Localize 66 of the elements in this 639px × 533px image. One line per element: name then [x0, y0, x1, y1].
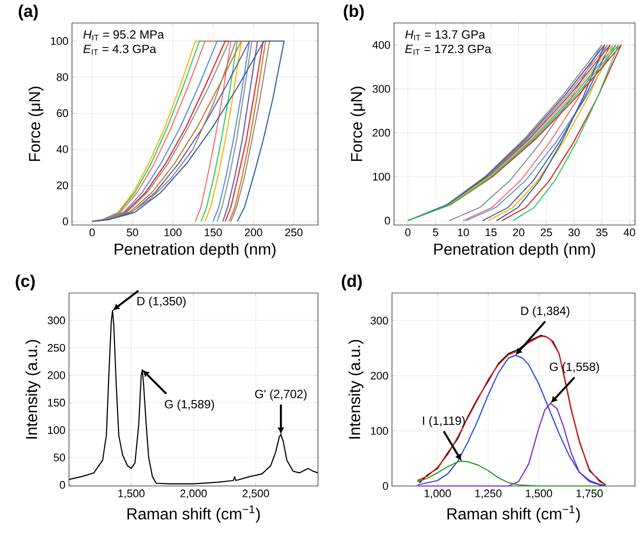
annotation: E$_{IT}$ = 4.3 GPa — [83, 44, 156, 55]
y-tick-label: 100 — [373, 172, 390, 181]
x-tick-label: 0 — [90, 228, 95, 236]
y-axis-title: Intensity (a.u.) — [26, 340, 40, 439]
x-axis-title: Penetration depth (nm) — [434, 243, 595, 258]
y-tick-label: 100 — [48, 426, 66, 434]
annotation: G (1,558) — [550, 362, 599, 374]
y-tick-label: 200 — [372, 128, 390, 137]
x-axis-title: Raman shift (cm$^{−1}$) — [128, 505, 260, 523]
annotation: D (1,350) — [137, 296, 186, 308]
y-tick-label: 0 — [62, 218, 68, 226]
x-tick-label: 50 — [126, 228, 138, 236]
y-tick-label: 20 — [56, 181, 68, 190]
x-tick-label: 150 — [204, 228, 222, 236]
annotation: G (1,589) — [164, 400, 214, 411]
x-tick-label: 2,500 — [242, 490, 270, 499]
x-tick-label: 10 — [458, 228, 469, 236]
chart-title: (c) — [16, 274, 35, 290]
chart-title: (b) — [344, 4, 364, 20]
y-tick-label: 200 — [370, 372, 388, 380]
x-tick-label: 100 — [164, 228, 182, 236]
x-tick-label: 2,000 — [180, 490, 207, 499]
chart-title: (d) — [342, 274, 362, 290]
annotation: G' (2,702) — [255, 389, 307, 401]
y-tick-label: 400 — [372, 41, 390, 49]
y-tick-label: 0 — [60, 481, 66, 489]
x-axis-title: Penetration depth (nm) — [114, 243, 276, 258]
y-axis-title: Intensity (a.u.) — [348, 340, 364, 439]
x-tick-label: 1,250 — [475, 490, 502, 499]
x-tick-label: 20 — [513, 228, 524, 236]
y-tick-label: 150 — [48, 398, 66, 407]
y-tick-label: 300 — [372, 85, 390, 93]
x-tick-label: 5 — [432, 228, 438, 236]
y-tick-label: 300 — [48, 316, 66, 324]
y-tick-label: 0 — [384, 216, 390, 224]
x-axis-title: Raman shift (cm$^{−1}$) — [448, 505, 580, 523]
chart-title: (a) — [18, 4, 38, 20]
y-tick-label: 200 — [48, 371, 66, 380]
annotation: H$_{IT}$ = 95.2 MPa — [83, 30, 164, 40]
y-tick-label: 100 — [51, 37, 68, 45]
y-tick-label: 60 — [56, 109, 68, 118]
x-tick-label: 40 — [624, 228, 636, 236]
x-tick-label: 15 — [486, 228, 497, 236]
x-tick-label: 35 — [596, 228, 608, 236]
annotation: I (1,119) — [423, 416, 465, 428]
annotation: E$_{IT}$ = 172.3 GPa — [405, 44, 492, 55]
y-axis-title: Force (μN) — [28, 86, 44, 161]
x-tick-label: 1,500 — [118, 490, 145, 499]
y-axis-title: Force (μN) — [350, 86, 366, 161]
y-tick-label: 0 — [382, 482, 388, 490]
y-tick-label: 80 — [56, 73, 68, 81]
x-tick-label: 1,750 — [576, 490, 603, 499]
x-tick-label: 250 — [285, 228, 303, 236]
x-tick-label: 30 — [568, 228, 580, 236]
y-tick-label: 40 — [56, 145, 68, 154]
y-tick-label: 250 — [48, 344, 66, 352]
y-tick-label: 300 — [370, 316, 388, 324]
x-tick-label: 0 — [405, 228, 410, 236]
annotation: H$_{IT}$ = 13.7 GPa — [405, 30, 486, 40]
y-tick-label: 50 — [54, 454, 66, 462]
annotation: D (1,384) — [521, 306, 570, 318]
x-tick-label: 1,500 — [526, 490, 552, 499]
y-tick-label: 100 — [371, 426, 388, 435]
x-tick-label: 25 — [540, 228, 552, 236]
x-tick-label: 1,000 — [424, 490, 451, 499]
x-tick-label: 200 — [244, 228, 262, 236]
